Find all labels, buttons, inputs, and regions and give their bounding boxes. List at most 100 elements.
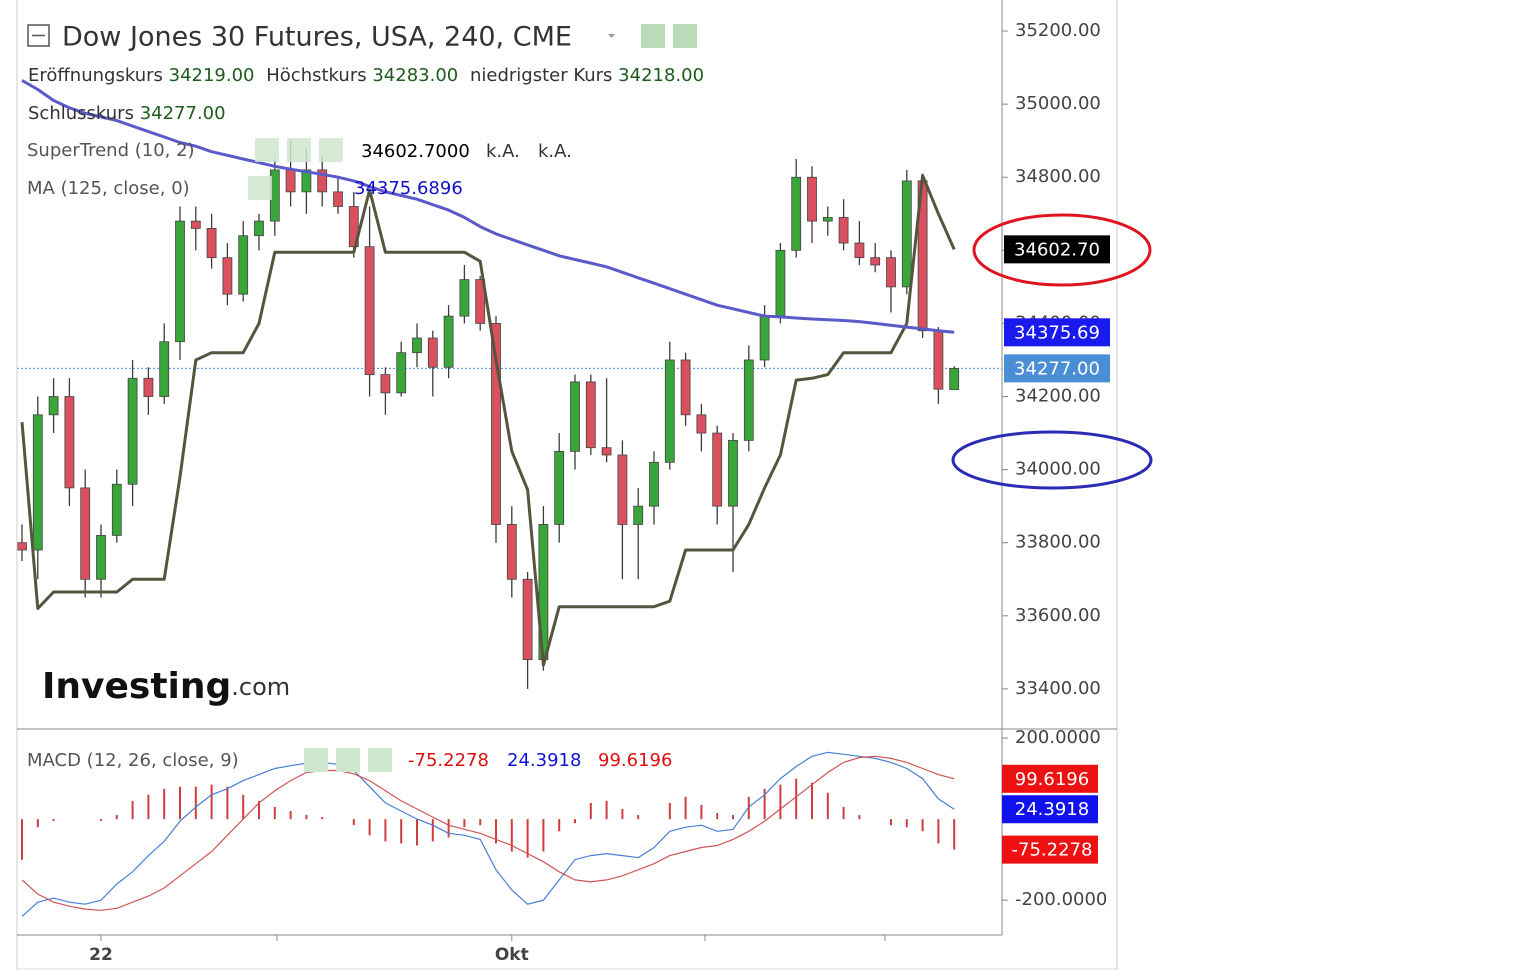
candle-body	[475, 279, 486, 324]
value-label: 24.3918	[1015, 799, 1089, 820]
candle-body	[870, 257, 881, 266]
legend-label: Schlusskurs	[28, 103, 134, 124]
candle-body	[633, 505, 644, 525]
candle-body	[522, 578, 533, 661]
candle-body	[854, 242, 865, 259]
value-label-box	[1002, 795, 1098, 824]
candle-body	[664, 359, 675, 463]
candle-body	[32, 414, 43, 551]
visibility-icon[interactable]	[641, 24, 665, 48]
indicator-icon[interactable]	[287, 138, 311, 162]
settings-icon[interactable]	[673, 24, 697, 48]
macd-value: 99.6196	[598, 750, 672, 771]
candle-body	[901, 180, 912, 288]
watermark-main: Investing	[42, 666, 231, 707]
indicator-value: k.A.	[538, 141, 572, 162]
indicator-icon[interactable]	[368, 748, 392, 772]
candle-body	[159, 341, 170, 397]
candle-body	[680, 359, 691, 416]
indicator-value: 34602.7000	[361, 141, 470, 162]
watermark: Investing.com	[42, 666, 290, 707]
price-label-box	[1004, 318, 1110, 347]
candle-body	[80, 487, 91, 580]
legend-label: Höchstkurs	[266, 65, 366, 86]
y-tick-label: 33600.00	[1015, 605, 1101, 626]
y-tick-label: 35000.00	[1015, 93, 1101, 114]
candle-body	[822, 217, 833, 222]
candle-body	[396, 352, 407, 394]
macd-line	[21, 755, 955, 911]
value-label: 99.6196	[1015, 769, 1089, 790]
candle-body	[775, 249, 786, 317]
candle-body	[285, 169, 296, 193]
candle-body	[127, 377, 138, 485]
indicator-value: k.A.	[486, 141, 520, 162]
candle-body	[48, 396, 59, 416]
dropdown-arrow[interactable]	[608, 34, 615, 38]
candle-body	[96, 535, 106, 580]
legend-value: 34219.00	[169, 65, 255, 86]
y-tick-label: 200.0000	[1015, 727, 1101, 748]
ohlc-legend: Schlusskurs 34277.00	[28, 103, 226, 124]
candle-body	[17, 542, 27, 551]
watermark-suffix: .com	[231, 673, 290, 701]
candle-body	[838, 217, 849, 244]
candle-body	[317, 169, 328, 193]
candle-body	[649, 461, 659, 507]
indicator-icon[interactable]	[336, 748, 360, 772]
legend-value: 34283.00	[372, 65, 458, 86]
candle-body	[143, 377, 154, 397]
price-label-box	[1004, 235, 1110, 264]
candle-body	[585, 381, 596, 449]
axes: 35200.0035000.0034800.0034600.0034400.00…	[89, 20, 1110, 965]
candle-body	[175, 220, 185, 343]
candle-body	[64, 396, 75, 489]
candle-body	[443, 315, 454, 368]
candle-body	[696, 414, 707, 434]
candle-body	[364, 246, 375, 375]
candle-body	[412, 337, 422, 354]
indicator-name: MA (125, close, 0)	[27, 178, 190, 199]
value-label-box	[1002, 835, 1098, 864]
indicator-name: SuperTrend (10, 2)	[27, 140, 195, 161]
indicator-value: 34375.6896	[354, 178, 463, 199]
legend-label: niedrigster Kurs	[470, 65, 612, 86]
indicator-icon[interactable]	[319, 138, 343, 162]
legend-value: 34277.00	[140, 103, 226, 124]
candle-body	[238, 235, 249, 295]
indicator-line	[21, 79, 955, 334]
candle-body	[933, 330, 944, 390]
value-label-box	[1002, 764, 1098, 793]
price-label-box	[1004, 354, 1110, 383]
candle-body	[491, 323, 501, 525]
indicator-icon[interactable]	[248, 176, 272, 200]
candle-body	[427, 337, 438, 368]
ohlc-legend: Eröffnungskurs 34219.00 Höchstkurs 34283…	[28, 65, 704, 86]
candle-body	[601, 447, 612, 456]
price-label: 34602.70	[1014, 239, 1100, 260]
indicator-icon[interactable]	[255, 138, 279, 162]
y-tick-label: 33800.00	[1015, 532, 1101, 553]
y-tick-label: 34200.00	[1015, 386, 1101, 407]
macd-title: MACD (12, 26, close, 9)	[27, 750, 239, 771]
candle-body	[759, 315, 770, 361]
candle-body	[554, 450, 565, 525]
candle-body	[807, 176, 817, 222]
macd-value: 24.3918	[507, 750, 581, 771]
candle-body	[570, 381, 580, 452]
indicator-line	[20, 173, 956, 667]
header: Dow Jones 30 Futures, USA, 240, CME Eröf…	[27, 22, 704, 772]
highlight-ellipse	[951, 430, 1153, 490]
candle-body	[333, 191, 343, 207]
price-label: 34277.00	[1014, 358, 1100, 379]
candle-body	[190, 220, 201, 229]
candle-body	[222, 257, 233, 295]
chart-title: Dow Jones 30 Futures, USA, 240, CME	[62, 22, 572, 53]
macd-value: -75.2278	[408, 750, 489, 771]
candle-body	[506, 524, 517, 580]
candle-body	[301, 169, 312, 193]
indicator-icon[interactable]	[304, 748, 328, 772]
value-label: -75.2278	[1012, 840, 1093, 861]
